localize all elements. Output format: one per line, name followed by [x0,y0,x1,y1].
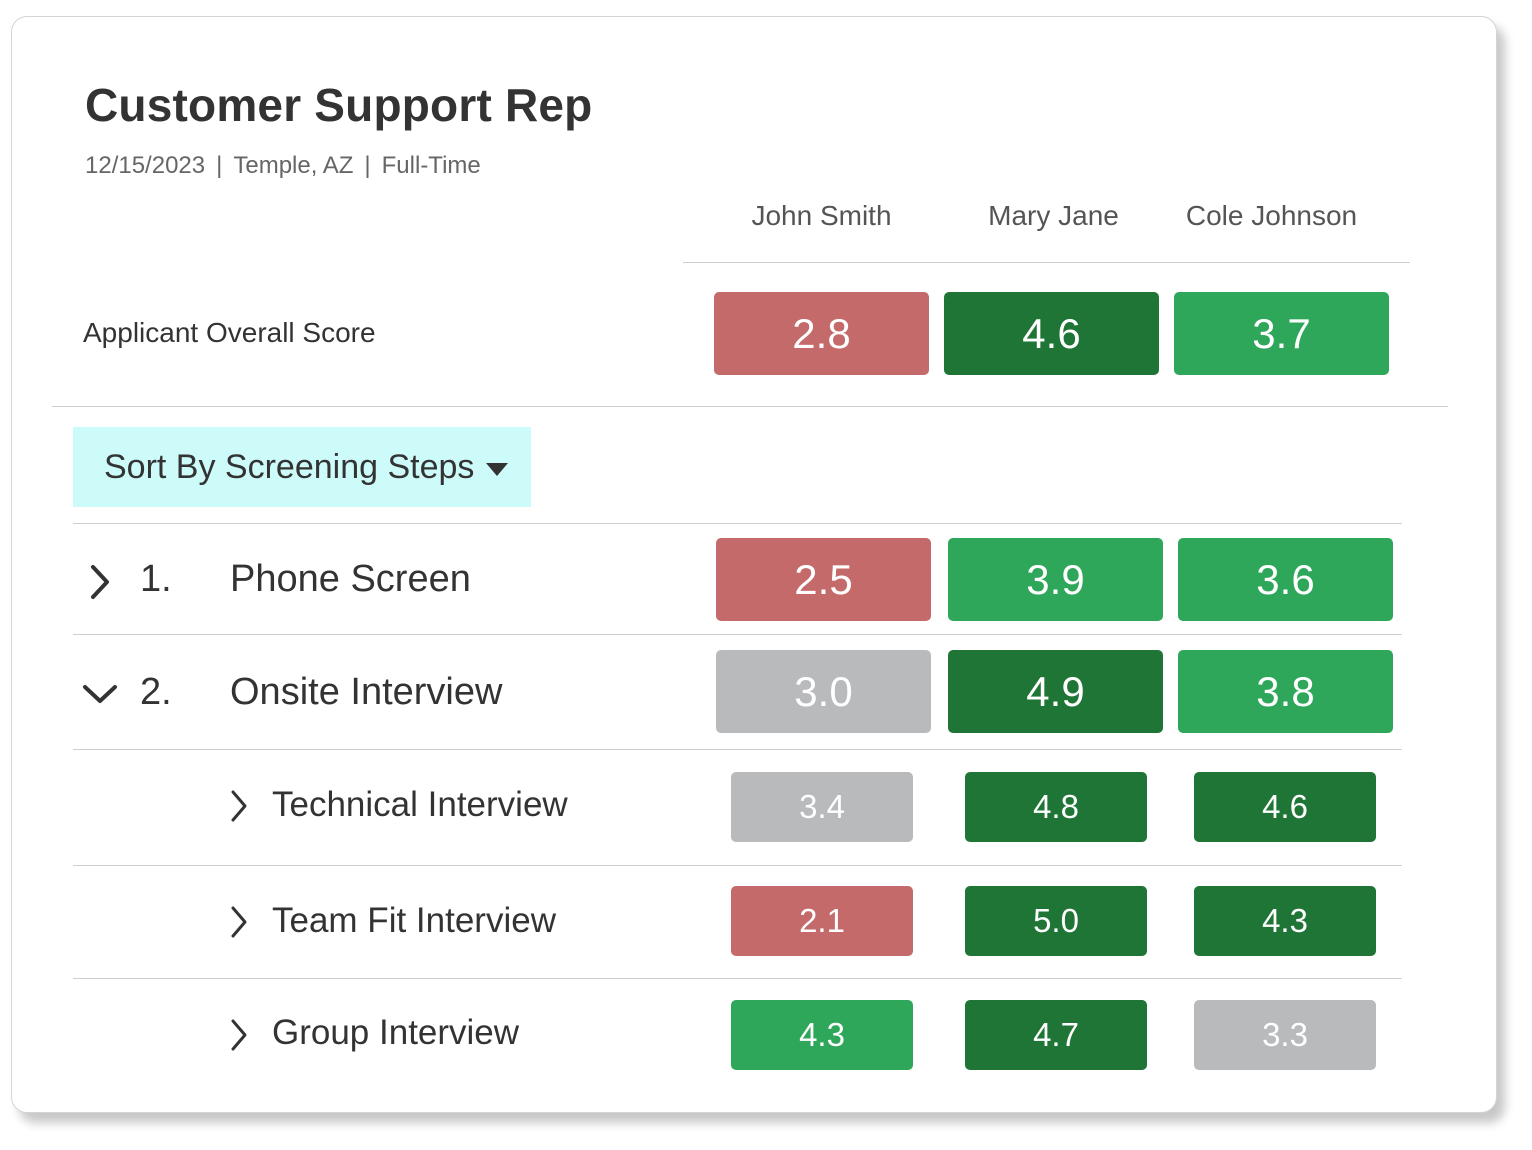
job-type: Full-Time [381,152,481,179]
onsite-score-mary-jane: 4.9 [948,650,1163,733]
job-location: Temple, AZ [233,152,354,179]
overall-score-cole-johnson: 3.7 [1174,292,1389,375]
applicant-header-mary-jane: Mary Jane [988,200,1119,231]
overall-score-john-smith: 2.8 [714,292,929,375]
overall-score-mary-jane: 4.6 [944,292,1159,375]
step-number: 2. [140,671,172,713]
meta-separator: | [216,152,223,179]
row-divider [73,523,1402,524]
caret-down-icon [486,462,509,476]
step-number: 1. [140,558,172,600]
substep-label-group-interview[interactable]: Group Interview [272,1013,520,1052]
group-score-cole-johnson: 3.3 [1194,1000,1376,1070]
phone-screen-score-john-smith: 2.5 [716,538,931,621]
applicant-header-cole-johnson: Cole Johnson [1185,200,1358,231]
job-date: 12/15/2023 [85,152,206,179]
header-divider [683,262,1410,263]
chevron-right-icon[interactable] [229,905,249,939]
onsite-score-cole-johnson: 3.8 [1178,650,1393,733]
job-meta: 12/15/2023 | Temple, AZ | Full-Time [85,152,481,180]
chevron-right-icon[interactable] [88,564,112,600]
row-divider [73,749,1402,750]
step-label-onsite-interview[interactable]: Onsite Interview [230,671,503,713]
technical-score-mary-jane: 4.8 [965,772,1147,842]
row-divider [73,634,1402,635]
row-divider [73,978,1402,979]
chevron-right-icon[interactable] [229,1018,249,1052]
phone-screen-score-mary-jane: 3.9 [948,538,1163,621]
overall-score-label: Applicant Overall Score [83,317,376,348]
phone-screen-score-cole-johnson: 3.6 [1178,538,1393,621]
group-score-mary-jane: 4.7 [965,1000,1147,1070]
row-divider [73,865,1402,866]
technical-score-john-smith: 3.4 [731,772,913,842]
section-divider [52,406,1448,407]
team-fit-score-cole-johnson: 4.3 [1194,886,1376,956]
group-score-john-smith: 4.3 [731,1000,913,1070]
chevron-down-icon[interactable] [82,682,118,706]
team-fit-score-john-smith: 2.1 [731,886,913,956]
sort-dropdown[interactable]: Sort By Screening Steps [73,427,531,507]
technical-score-cole-johnson: 4.6 [1194,772,1376,842]
meta-separator: | [364,152,371,179]
applicant-header-john-smith: John Smith [751,200,892,231]
team-fit-score-mary-jane: 5.0 [965,886,1147,956]
chevron-right-icon[interactable] [229,789,249,823]
sort-dropdown-label: Sort By Screening Steps [104,448,475,486]
substep-label-team-fit-interview[interactable]: Team Fit Interview [272,901,556,940]
page-title: Customer Support Rep [85,79,593,131]
step-label-phone-screen[interactable]: Phone Screen [230,558,471,600]
onsite-score-john-smith: 3.0 [716,650,931,733]
substep-label-technical-interview[interactable]: Technical Interview [272,785,568,824]
